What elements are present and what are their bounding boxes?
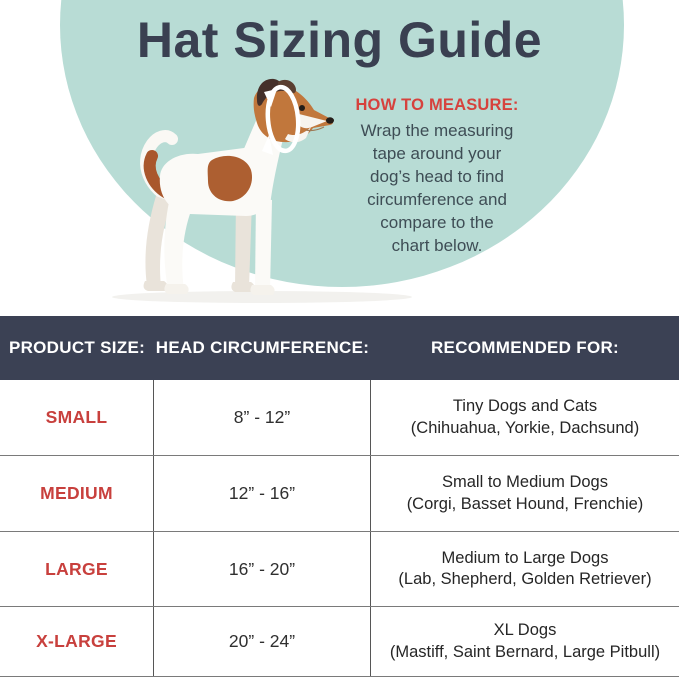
circumference-value: 16” - 20” [154, 532, 371, 606]
recommended-line-2: (Chihuahua, Yorkie, Dachsund) [410, 418, 640, 437]
size-label: LARGE [0, 532, 154, 606]
hero-artwork [60, 0, 624, 303]
table-row-medium: MEDIUM 12” - 16” Small to Medium Dogs (C… [0, 456, 679, 532]
dog-nose [326, 117, 334, 124]
dog-hind-leg-far [145, 196, 172, 287]
how-to-measure-line: compare to the [380, 213, 494, 232]
how-to-measure-heading: HOW TO MEASURE: [355, 96, 519, 114]
recommended-for-value: XL Dogs (Mastiff, Saint Bernard, Large P… [371, 607, 679, 676]
recommended-line-2: (Lab, Shepherd, Golden Retriever) [398, 570, 652, 588]
circumference-value: 12” - 16” [154, 456, 371, 531]
dog-hind-foot-near [164, 284, 189, 294]
recommended-line-2: (Mastiff, Saint Bernard, Large Pitbull) [389, 642, 661, 661]
column-header-recommended-for: RECOMMENDED FOR: [430, 338, 619, 357]
recommended-line-1: XL Dogs [493, 621, 557, 639]
how-to-measure-line: Wrap the measuring [360, 121, 514, 140]
dog-front-leg-far [235, 198, 252, 288]
recommended-line-2: (Corgi, Basset Hound, Frenchie) [406, 494, 644, 513]
measuring-arrow-icon [262, 84, 301, 155]
dog-muzzle [297, 114, 327, 129]
recommended-for-value: Tiny Dogs and Cats (Chihuahua, Yorkie, D… [371, 380, 679, 455]
recommended-line-1: Medium to Large Dogs [441, 548, 609, 567]
size-label: X-LARGE [0, 607, 154, 676]
sizing-table: PRODUCT SIZE: HEAD CIRCUMFERENCE: RECOMM… [0, 316, 679, 677]
dog-eye [299, 105, 305, 111]
recommended-line-1: Tiny Dogs and Cats [452, 397, 598, 415]
size-label: SMALL [0, 380, 154, 455]
dog-hind-leg-near [164, 202, 192, 290]
dog-hind-foot-far [143, 281, 168, 291]
table-row-x-large: X-LARGE 20” - 24” XL Dogs (Mastiff, Sain… [0, 607, 679, 677]
page-title: Hat Sizing Guide [136, 12, 543, 68]
how-to-measure-block: HOW TO MEASURE: Wrap the measuring tape … [327, 94, 547, 257]
dog-illustration [140, 78, 334, 295]
dog-mouth [305, 126, 325, 132]
recommended-for-value: Small to Medium Dogs (Corgi, Basset Houn… [371, 456, 679, 531]
dog-saddle-patch [207, 155, 253, 202]
how-to-measure-line: tape around your [372, 144, 502, 163]
size-label: MEDIUM [0, 456, 154, 531]
sizing-table-header: PRODUCT SIZE: HEAD CIRCUMFERENCE: RECOMM… [0, 316, 679, 380]
column-header-head-circumference: HEAD CIRCUMFERENCE: [155, 338, 370, 357]
hero-oval-background [60, 0, 624, 287]
circumference-value: 8” - 12” [154, 380, 371, 455]
dog-ear-far [278, 79, 296, 94]
dog-front-leg-near [255, 198, 272, 291]
table-row-large: LARGE 16” - 20” Medium to Large Dogs (La… [0, 532, 679, 607]
how-to-measure-line: dog’s head to find [370, 167, 504, 186]
dog-front-foot-near [250, 285, 275, 295]
column-header-product-size: PRODUCT SIZE: [8, 338, 146, 357]
recommended-line-1: Small to Medium Dogs [442, 473, 608, 491]
how-to-measure-line: circumference and [367, 190, 507, 209]
dog-front-foot-far [231, 282, 255, 292]
recommended-for-value: Medium to Large Dogs (Lab, Shepherd, Gol… [371, 532, 679, 606]
how-to-measure-line: chart below. [391, 236, 483, 255]
table-row-small: SMALL 8” - 12” Tiny Dogs and Cats (Chihu… [0, 380, 679, 456]
circumference-value: 20” - 24” [154, 607, 371, 676]
